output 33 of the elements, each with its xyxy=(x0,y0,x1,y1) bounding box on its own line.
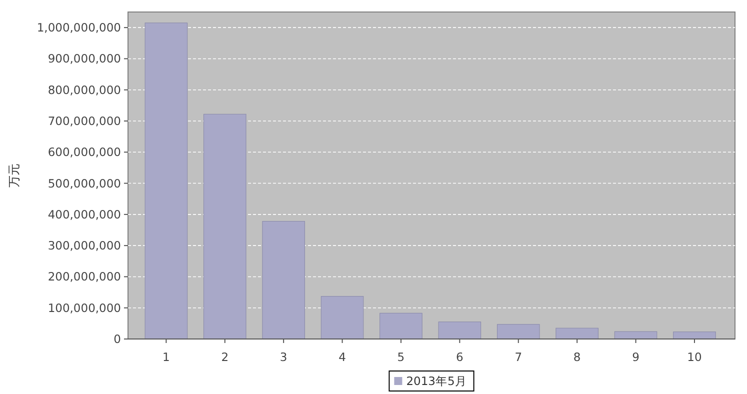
x-tick-label: 1 xyxy=(162,350,170,364)
y-tick-label: 500,000,000 xyxy=(48,176,121,190)
x-tick-label: 8 xyxy=(573,350,581,364)
bar xyxy=(614,331,658,340)
bar xyxy=(262,221,305,340)
x-tick-label: 5 xyxy=(397,350,405,364)
y-tick-label: 0 xyxy=(114,332,121,346)
y-tick-label: 300,000,000 xyxy=(48,238,121,253)
bar xyxy=(144,22,188,340)
bar xyxy=(673,332,716,340)
y-axis-title: 万元 xyxy=(7,164,21,188)
y-tick-label: 200,000,000 xyxy=(48,270,121,284)
legend-label: 2013年5月 xyxy=(406,374,467,388)
y-tick-label: 400,000,000 xyxy=(48,207,121,222)
bar xyxy=(496,324,540,340)
bar xyxy=(320,296,364,340)
x-tick-label: 7 xyxy=(514,350,522,364)
y-tick-label: 700,000,000 xyxy=(48,114,121,128)
bar xyxy=(556,328,598,340)
y-tick-label: 1,000,000,000 xyxy=(36,20,121,35)
bar xyxy=(203,114,246,340)
y-tick-label: 800,000,000 xyxy=(48,82,121,97)
x-tick-label: 6 xyxy=(456,350,464,364)
x-tick-label: 3 xyxy=(280,350,288,364)
y-tick-label: 900,000,000 xyxy=(48,52,121,66)
bar xyxy=(438,322,482,340)
x-tick-label: 4 xyxy=(338,350,346,364)
x-tick-label: 10 xyxy=(687,350,702,364)
y-tick-label: 600,000,000 xyxy=(48,145,121,160)
x-tick-label: 2 xyxy=(221,350,229,364)
x-tick-label: 9 xyxy=(632,350,640,364)
y-tick-label: 100,000,000 xyxy=(48,300,121,315)
bar xyxy=(380,312,422,340)
